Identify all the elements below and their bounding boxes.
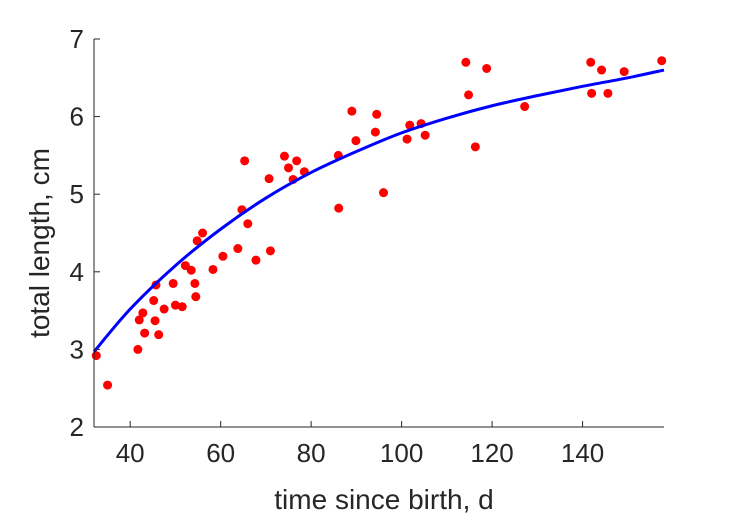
x-tick-label: 80: [297, 438, 326, 468]
data-point: [292, 156, 302, 166]
data-point: [520, 102, 530, 112]
data-point: [379, 188, 389, 198]
x-tick-label: 120: [470, 438, 513, 468]
data-point: [470, 142, 480, 152]
data-point: [265, 246, 275, 256]
data-point: [279, 151, 289, 161]
data-point: [150, 316, 160, 326]
data-point: [482, 63, 492, 73]
data-point: [191, 292, 201, 302]
data-point: [190, 278, 200, 288]
data-point: [372, 109, 382, 119]
data-point: [103, 380, 113, 390]
x-tick-label: 60: [206, 438, 235, 468]
y-tick-label: 3: [70, 334, 84, 364]
data-point: [461, 57, 471, 67]
data-point: [586, 57, 596, 67]
data-point: [251, 255, 261, 265]
data-point: [186, 265, 196, 275]
y-tick-label: 5: [70, 179, 84, 209]
data-point: [170, 300, 180, 310]
y-tick-label: 4: [70, 257, 84, 287]
data-point: [133, 344, 143, 354]
data-point: [603, 88, 613, 98]
data-point: [347, 106, 357, 116]
data-point: [334, 203, 344, 213]
data-point: [198, 228, 208, 238]
data-point: [243, 219, 253, 229]
data-point: [134, 315, 144, 325]
data-point: [402, 134, 412, 144]
data-point: [233, 244, 243, 254]
data-point: [208, 264, 218, 274]
data-point: [149, 296, 159, 306]
x-tick-label: 40: [116, 438, 145, 468]
x-tick-label: 100: [380, 438, 423, 468]
fit-curve: [92, 68, 665, 353]
plot-marks: [91, 56, 667, 390]
data-point: [351, 136, 361, 146]
data-point: [405, 120, 415, 130]
data-point: [619, 67, 629, 77]
data-point: [140, 328, 150, 338]
data-point: [420, 130, 430, 140]
data-point: [91, 351, 101, 361]
y-axis-title: total length, cm: [24, 148, 55, 338]
axes: 40 60 80 100 120 140 2 3 4 5 6 7: [70, 24, 664, 468]
x-axis-title: time since birth, d: [274, 484, 493, 515]
data-point: [370, 127, 380, 137]
data-point: [464, 90, 474, 100]
data-point: [240, 156, 250, 166]
data-point: [284, 163, 294, 173]
data-point: [587, 88, 597, 98]
y-tick-label: 2: [70, 412, 84, 442]
data-point: [138, 308, 148, 318]
data-point: [657, 56, 667, 66]
data-point: [159, 304, 169, 314]
y-tick-label: 7: [70, 24, 84, 54]
y-tick-label: 6: [70, 102, 84, 132]
data-point: [192, 236, 202, 246]
data-point: [168, 278, 178, 288]
data-point: [264, 174, 274, 184]
data-point: [597, 65, 607, 75]
x-tick-label: 140: [561, 438, 604, 468]
data-point: [177, 302, 187, 312]
data-point: [218, 251, 228, 261]
data-point: [154, 330, 164, 340]
